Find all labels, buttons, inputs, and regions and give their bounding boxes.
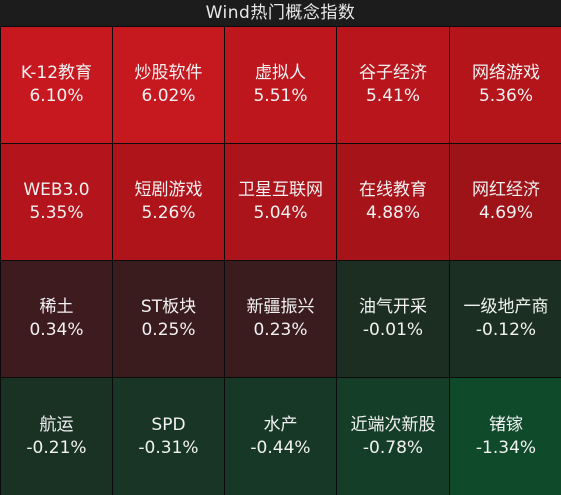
concept-tile[interactable]: 水产 -0.44%: [225, 378, 336, 495]
concept-tile[interactable]: 虚拟人 5.51%: [225, 27, 336, 143]
concept-tile[interactable]: SPD -0.31%: [113, 378, 224, 495]
concept-tile[interactable]: 一级地产商 -0.12%: [450, 261, 561, 377]
concept-change: 5.26%: [141, 203, 196, 223]
heatmap-grid: K-12教育 6.10% 炒股软件 6.02% 虚拟人 5.51% 谷子经济 5.41% 网络游…: [0, 26, 561, 495]
concept-name: SPD: [151, 414, 186, 435]
concept-change: -0.31%: [138, 437, 199, 458]
concept-tile[interactable]: 锗镓 -1.34%: [450, 378, 561, 495]
concept-change: 0.23%: [253, 320, 308, 340]
concept-tile[interactable]: ST板块 0.25%: [113, 261, 224, 377]
concept-name: 网络游戏: [472, 63, 540, 83]
concept-tile[interactable]: 航运 -0.21%: [1, 378, 112, 495]
concept-tile[interactable]: WEB3.0 5.35%: [1, 144, 112, 260]
concept-name: 网红经济: [472, 180, 540, 200]
concept-change: 5.04%: [253, 203, 308, 223]
concept-tile[interactable]: 稀土 0.34%: [1, 261, 112, 377]
concept-name: 稀土: [39, 297, 74, 317]
concept-change: -0.78%: [362, 437, 424, 458]
concept-change: -1.34%: [475, 437, 537, 458]
concept-change: 6.02%: [141, 86, 196, 106]
concept-name: 炒股软件: [134, 63, 203, 83]
concept-change: 5.36%: [478, 86, 533, 106]
concept-name: 谷子经济: [359, 63, 427, 83]
concept-name: 水产: [263, 414, 298, 435]
concept-name: 油气开采: [359, 297, 427, 317]
concept-change: -0.01%: [362, 320, 424, 340]
concept-change: 4.69%: [478, 203, 533, 223]
concept-tile[interactable]: 谷子经济 5.41%: [337, 27, 449, 143]
concept-name: 短剧游戏: [134, 180, 203, 200]
concept-tile[interactable]: K-12教育 6.10%: [1, 27, 112, 143]
concept-name: 近端次新股: [350, 414, 436, 435]
concept-change: -0.44%: [250, 437, 311, 458]
concept-name: K-12教育: [20, 63, 93, 83]
concept-tile[interactable]: 网红经济 4.69%: [450, 144, 561, 260]
concept-change: -0.12%: [475, 320, 537, 340]
panel-title: Wind热门概念指数: [0, 0, 561, 27]
concept-name: 锗镓: [489, 414, 523, 435]
concept-change: 5.41%: [365, 86, 420, 106]
concept-name: 航运: [39, 414, 74, 435]
concept-tile[interactable]: 新疆振兴 0.23%: [225, 261, 336, 377]
concept-change: 5.35%: [29, 203, 84, 223]
concept-name: 新疆振兴: [246, 297, 315, 317]
concept-name: 虚拟人: [255, 63, 306, 83]
concept-tile[interactable]: 近端次新股 -0.78%: [337, 378, 449, 495]
concept-name: 一级地产商: [463, 297, 549, 317]
concept-change: 4.88%: [365, 203, 420, 223]
concept-name: 卫星互联网: [238, 180, 323, 200]
concept-change: -0.21%: [26, 437, 87, 458]
concept-name: 在线教育: [359, 180, 427, 200]
concept-change: 6.10%: [29, 86, 84, 106]
concept-change: 5.51%: [253, 86, 308, 106]
concept-tile[interactable]: 短剧游戏 5.26%: [113, 144, 224, 260]
concept-tile[interactable]: 在线教育 4.88%: [337, 144, 449, 260]
concept-tile[interactable]: 卫星互联网 5.04%: [225, 144, 336, 260]
concept-tile[interactable]: 油气开采 -0.01%: [337, 261, 449, 377]
concept-name: WEB3.0: [23, 180, 90, 200]
concept-change: 0.34%: [29, 320, 84, 340]
concept-tile[interactable]: 网络游戏 5.36%: [450, 27, 561, 143]
concept-change: 0.25%: [141, 320, 196, 340]
concept-name: ST板块: [140, 297, 197, 317]
concept-tile[interactable]: 炒股软件 6.02%: [113, 27, 224, 143]
